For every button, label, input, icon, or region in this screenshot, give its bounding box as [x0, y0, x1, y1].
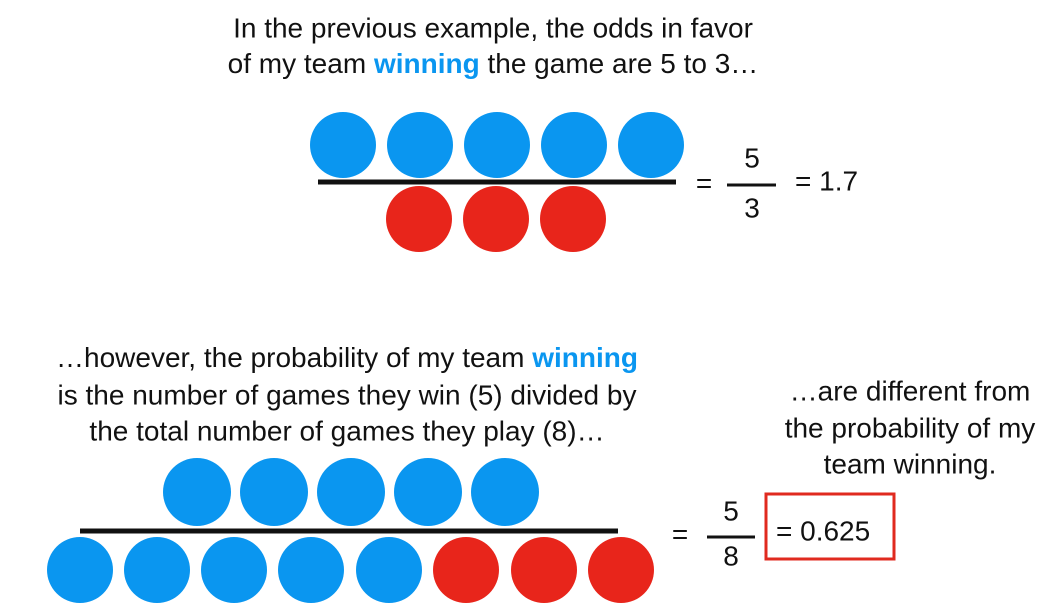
win-circle	[201, 537, 267, 603]
win-circle	[278, 537, 344, 603]
loss-circle	[540, 186, 606, 252]
top-line: of my team winning the game are 5 to 3…	[228, 48, 759, 79]
win-circle	[394, 458, 462, 526]
odds-circles	[310, 112, 684, 252]
highlight-box	[764, 492, 896, 561]
equals: =	[672, 518, 688, 549]
highlight: winning	[373, 48, 480, 79]
win-circle	[47, 537, 113, 603]
win-circle	[471, 458, 539, 526]
text: of my team	[228, 48, 374, 79]
win-circle	[618, 112, 684, 178]
win-circle	[124, 537, 190, 603]
loss-circle	[433, 537, 499, 603]
denominator: 3	[744, 192, 760, 223]
top-line: In the previous example, the odds in fav…	[233, 12, 753, 43]
loss-circle	[588, 537, 654, 603]
loss-circle	[511, 537, 577, 603]
loss-circle	[386, 186, 452, 252]
win-circle	[464, 112, 530, 178]
probability-circles	[47, 458, 654, 603]
result: = 1.7	[795, 165, 858, 196]
win-circle	[387, 112, 453, 178]
body-line: …however, the probability of my team win…	[56, 342, 638, 373]
note-line: team winning.	[824, 448, 997, 479]
win-circle	[541, 112, 607, 178]
win-circle	[317, 458, 385, 526]
numerator: 5	[744, 142, 760, 173]
text: the game are 5 to 3…	[480, 48, 759, 79]
win-circle	[356, 537, 422, 603]
numerator: 5	[723, 495, 739, 526]
body-line: the total number of games they play (8)…	[89, 415, 604, 446]
highlight: winning	[531, 342, 638, 373]
denominator: 8	[723, 540, 739, 571]
win-circle	[163, 458, 231, 526]
note-line: …are different from	[790, 375, 1031, 406]
win-circle	[240, 458, 308, 526]
equals: =	[696, 167, 712, 198]
note-line: the probability of my	[785, 412, 1036, 443]
result: = 0.625	[776, 515, 870, 546]
win-circle	[310, 112, 376, 178]
body-line: is the number of games they win (5) divi…	[58, 379, 637, 410]
loss-circle	[463, 186, 529, 252]
text: …however, the probability of my team	[56, 342, 532, 373]
